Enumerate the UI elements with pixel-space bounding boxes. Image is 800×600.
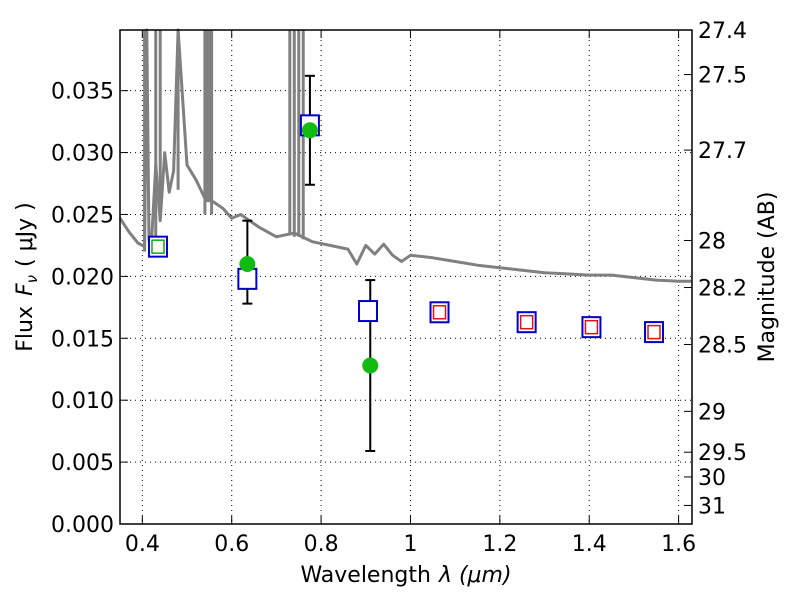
x-axis-label-math: λ (μm) <box>438 563 512 588</box>
x-tick-label: 1.6 <box>661 532 696 557</box>
y-tick-label: 0.000 <box>51 513 114 538</box>
model-photometry-box <box>358 300 379 323</box>
y2-tick-label: 30 <box>698 466 726 491</box>
x-tick-label: 1 <box>403 532 417 557</box>
y2-tick-label: 28.5 <box>698 333 747 358</box>
y2-tick-label: 29.5 <box>698 441 747 466</box>
model-photometry-inner-box <box>151 239 165 254</box>
y-axis-label-math: F <box>13 283 38 296</box>
x-tick-label: 0.6 <box>214 532 249 557</box>
y-axis-label-sub: ν <box>23 275 41 283</box>
y2-tick-label: 27.7 <box>698 139 747 164</box>
model-photometry-inner-box <box>432 305 447 320</box>
observed-point <box>362 357 379 374</box>
observed-point <box>301 122 318 139</box>
y-tick-label: 0.035 <box>51 80 114 105</box>
x-tick-label: 0.4 <box>125 532 160 557</box>
x-axis-label: Wavelength λ (μm) <box>300 563 511 588</box>
y2-axis-label: Magnitude (AB) <box>755 192 780 363</box>
model-sed-layer <box>118 28 692 283</box>
y-tick-label: 0.015 <box>51 327 114 352</box>
tick-layer: 0.4 0.6 0.8 1 1.2 1.4 1.6 0.000 0.005 0.010 0.015 0… <box>51 19 747 557</box>
model-photometry-inner-box <box>584 319 599 335</box>
y2-tick-label: 28.2 <box>698 277 747 302</box>
y-tick-label: 0.030 <box>51 142 114 167</box>
y-tick-label: 0.025 <box>51 203 114 228</box>
y-tick-label: 0.005 <box>51 451 114 476</box>
x-axis-label-text: Wavelength <box>300 563 431 588</box>
y-axis-label-text: Flux <box>13 306 38 352</box>
y-axis-label: Flux Fν ( μJy ) <box>13 202 41 351</box>
grid-layer <box>120 30 692 525</box>
model-photometry-inner-box <box>519 314 534 330</box>
y2-tick-label: 27.5 <box>698 64 747 89</box>
y-tick-label: 0.010 <box>51 389 114 414</box>
x-tick-label: 1.2 <box>482 532 517 557</box>
observed-point <box>239 256 256 272</box>
y-axis-label-unit: ( μJy ) <box>13 202 38 267</box>
y2-tick-label: 28 <box>698 229 726 254</box>
x-tick-label: 1.4 <box>572 532 607 557</box>
points-layer <box>147 114 665 374</box>
x-tick-label: 0.8 <box>304 532 339 557</box>
y2-tick-label: 29 <box>698 400 726 425</box>
y-tick-label: 0.020 <box>51 265 114 290</box>
y2-tick-label: 31 <box>698 494 726 519</box>
plot-frame <box>119 29 693 525</box>
y2-tick-label: 27.4 <box>698 19 747 44</box>
model-photometry-inner-box <box>647 324 661 340</box>
